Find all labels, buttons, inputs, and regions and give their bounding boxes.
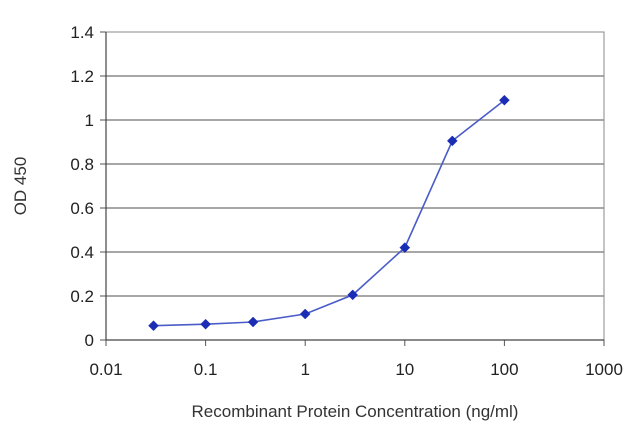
y-tick-label: 0.6 xyxy=(70,199,94,218)
x-tick-labels: 0.01 0.1 1 10 100 1000 xyxy=(89,360,622,379)
data-point-marker xyxy=(399,242,411,253)
data-point-marker xyxy=(200,318,211,330)
data-point-marker xyxy=(299,308,311,320)
x-tick-label: 0.01 xyxy=(89,360,122,379)
x-axis-title: Recombinant Protein Concentration (ng/ml… xyxy=(192,402,519,421)
y-tick-label: 0 xyxy=(85,331,94,350)
series-line xyxy=(153,99,505,327)
y-axis-title: OD 450 xyxy=(11,157,30,216)
y-tick-label: 0.2 xyxy=(70,287,94,306)
y-tick-labels: 0 0.2 0.4 0.6 0.8 1 1.2 1.4 xyxy=(70,23,94,350)
x-tick-label: 100 xyxy=(490,360,518,379)
x-tick-label: 1 xyxy=(300,360,309,379)
y-tick-label: 1.2 xyxy=(70,67,94,86)
x-tick-label: 0.1 xyxy=(194,360,218,379)
data-point-marker xyxy=(247,316,259,328)
data-series xyxy=(148,94,510,332)
data-point-marker xyxy=(446,135,458,147)
plot-area xyxy=(105,31,605,341)
y-tick-label: 1 xyxy=(85,111,94,130)
y-tick-label: 0.4 xyxy=(70,243,94,262)
y-tick-label: 1.4 xyxy=(70,23,94,42)
data-point-marker xyxy=(347,289,359,301)
y-tick-label: 0.8 xyxy=(70,155,94,174)
x-tick-label: 10 xyxy=(395,360,414,379)
data-point-marker xyxy=(148,320,159,332)
x-tick-label: 1000 xyxy=(585,360,623,379)
gridlines xyxy=(106,75,604,297)
data-point-marker xyxy=(499,94,510,106)
axes xyxy=(100,31,605,346)
